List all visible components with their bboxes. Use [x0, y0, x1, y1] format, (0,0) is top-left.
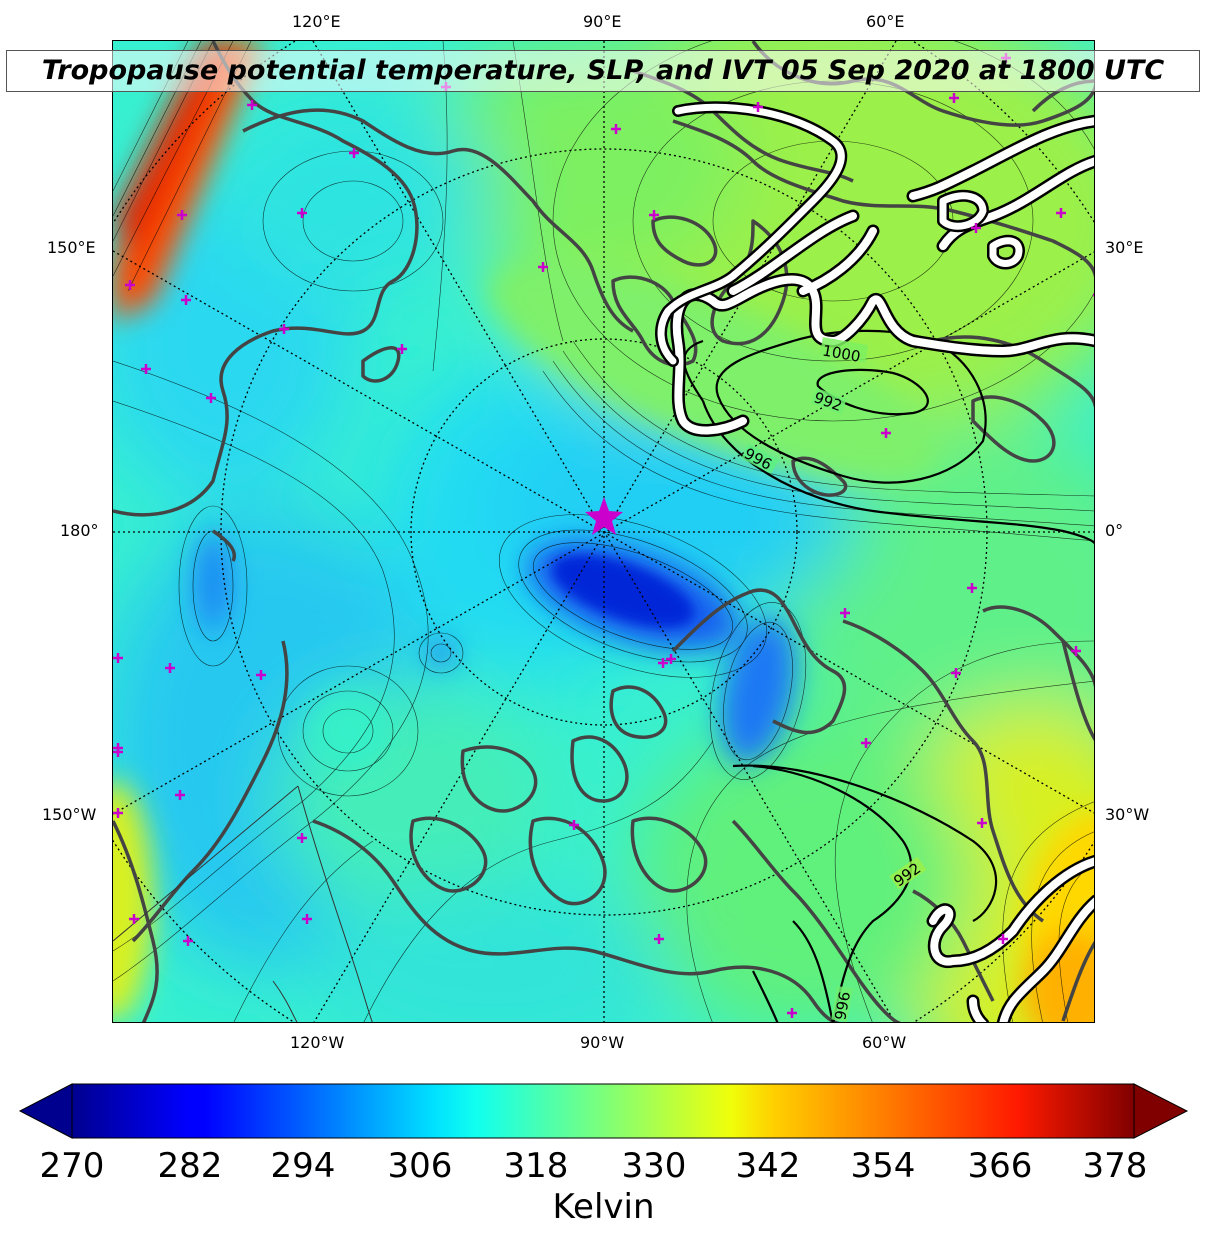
- lon-label-top-60e: 60°E: [866, 12, 905, 31]
- colorbar-tick: 330: [621, 1146, 687, 1186]
- star-marker-icon: [585, 497, 623, 535]
- colorbar-tick: 342: [735, 1146, 801, 1186]
- ivt-contours: [655, 101, 1094, 1022]
- colorbar-min-extend: [18, 1083, 73, 1139]
- colorbar-gradient: [71, 1083, 1135, 1139]
- lon-label-right-0: 0°: [1105, 521, 1124, 540]
- colorbar-tick: 318: [503, 1146, 569, 1186]
- station-markers: [113, 53, 1094, 1018]
- lon-label-top-90e: 90°E: [583, 12, 622, 31]
- lon-label-top-120e: 120°E: [292, 12, 341, 31]
- map-panel: 1000 992 996 992 996: [112, 40, 1095, 1023]
- map-title: Tropopause potential temperature, SLP, a…: [6, 50, 1200, 92]
- colorbar-tick: 282: [157, 1146, 223, 1186]
- slp-label-996-south: 996: [831, 990, 854, 1021]
- colorbar-tick: 354: [850, 1146, 916, 1186]
- lon-label-left-180: 180°: [60, 521, 99, 540]
- colorbar-tick: 378: [1082, 1146, 1148, 1186]
- lon-label-right-30e: 30°E: [1105, 238, 1144, 257]
- colorbar: [18, 1083, 1189, 1139]
- colorbar-label: Kelvin: [552, 1187, 655, 1227]
- lon-label-bottom-60w: 60°W: [862, 1033, 907, 1052]
- theta-contours: [113, 41, 1094, 1022]
- colorbar-max-extend: [1133, 1083, 1189, 1139]
- lon-label-left-150w: 150°W: [42, 805, 97, 824]
- colorbar-tick: 366: [967, 1146, 1033, 1186]
- theta-minimum: [551, 554, 695, 628]
- colorbar-tick: 270: [39, 1146, 105, 1186]
- lon-label-left-150e: 150°E: [47, 238, 96, 257]
- lon-label-bottom-120w: 120°W: [290, 1033, 345, 1052]
- borders: [113, 785, 373, 1022]
- lon-label-right-30w: 30°W: [1105, 805, 1150, 824]
- colorbar-tick: 294: [270, 1146, 336, 1186]
- colorbar-tick: 306: [387, 1146, 453, 1186]
- graticule: [113, 41, 1094, 1022]
- lon-label-bottom-90w: 90°W: [580, 1033, 625, 1052]
- polar-map: 1000 992 996 992 996: [113, 41, 1094, 1022]
